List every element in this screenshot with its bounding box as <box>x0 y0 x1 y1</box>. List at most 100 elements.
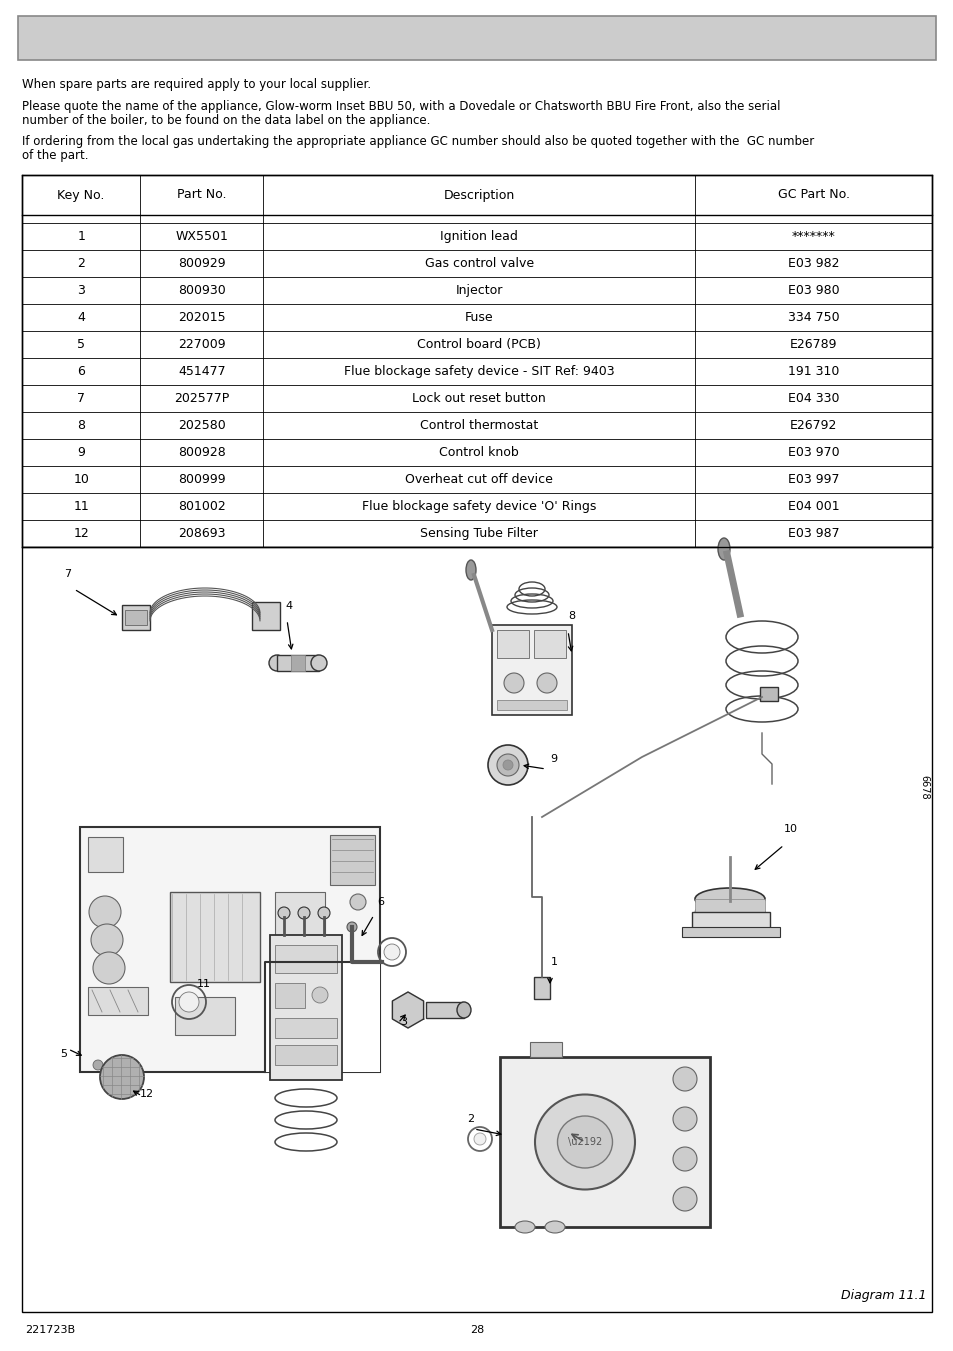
Circle shape <box>312 988 328 1002</box>
Text: 1: 1 <box>77 230 85 243</box>
Circle shape <box>503 673 523 693</box>
Text: 3: 3 <box>77 284 85 297</box>
Text: Part No.: Part No. <box>177 189 226 201</box>
Text: E26792: E26792 <box>789 419 837 432</box>
Text: 221723B: 221723B <box>25 1325 75 1335</box>
Bar <box>274 1019 336 1038</box>
Ellipse shape <box>269 655 285 671</box>
Ellipse shape <box>544 1221 564 1233</box>
Ellipse shape <box>474 1133 485 1146</box>
Ellipse shape <box>497 754 518 775</box>
Text: 11: 11 <box>196 979 211 989</box>
Polygon shape <box>392 992 423 1028</box>
Text: Control thermostat: Control thermostat <box>419 419 537 432</box>
Text: 10: 10 <box>73 473 89 486</box>
Bar <box>426 1002 463 1019</box>
Bar <box>534 977 550 998</box>
Bar <box>274 984 305 1008</box>
Bar <box>760 688 778 701</box>
Text: Fuse: Fuse <box>464 311 493 324</box>
Text: If ordering from the local gas undertaking the appropriate appliance GC number s: If ordering from the local gas undertaki… <box>22 135 814 149</box>
Ellipse shape <box>695 888 764 911</box>
Bar <box>534 630 565 658</box>
Text: When spare parts are required apply to your local supplier.: When spare parts are required apply to y… <box>22 78 371 91</box>
Text: 334 750: 334 750 <box>787 311 839 324</box>
Bar <box>122 605 150 630</box>
Text: 202580: 202580 <box>177 419 225 432</box>
Ellipse shape <box>718 538 729 561</box>
Ellipse shape <box>384 944 399 961</box>
Bar <box>22 176 931 547</box>
Text: 800929: 800929 <box>177 257 225 270</box>
Bar <box>691 912 769 932</box>
Text: *******: ******* <box>791 230 835 243</box>
Text: 208693: 208693 <box>178 527 225 540</box>
Text: GC Part No.: GC Part No. <box>777 189 849 201</box>
Bar <box>497 700 566 711</box>
Text: E03 980: E03 980 <box>787 284 839 297</box>
Bar <box>274 892 325 947</box>
Text: Flue blockage safety device 'O' Rings: Flue blockage safety device 'O' Rings <box>362 500 596 513</box>
Bar <box>88 838 123 871</box>
Bar <box>270 935 341 1079</box>
Text: 227009: 227009 <box>177 338 225 351</box>
Text: WX5501: WX5501 <box>175 230 228 243</box>
Bar <box>497 630 529 658</box>
Circle shape <box>92 1061 103 1070</box>
Text: 800999: 800999 <box>177 473 225 486</box>
Text: Ignition lead: Ignition lead <box>440 230 517 243</box>
Circle shape <box>672 1106 697 1131</box>
Circle shape <box>100 1055 144 1098</box>
Bar <box>252 603 280 630</box>
Text: Gas control valve: Gas control valve <box>424 257 534 270</box>
Bar <box>18 16 935 59</box>
Text: number of the boiler, to be found on the data label on the appliance.: number of the boiler, to be found on the… <box>22 113 430 127</box>
Bar <box>681 927 780 938</box>
Ellipse shape <box>465 561 476 580</box>
Bar <box>88 988 148 1015</box>
Text: E03 997: E03 997 <box>787 473 839 486</box>
Bar <box>530 1042 561 1056</box>
Text: E26789: E26789 <box>789 338 837 351</box>
Ellipse shape <box>311 655 327 671</box>
Bar <box>125 611 147 626</box>
Text: 10: 10 <box>783 824 797 834</box>
Text: Diagram 11.1: Diagram 11.1 <box>841 1289 926 1302</box>
Text: 6678: 6678 <box>918 774 928 800</box>
Text: 7: 7 <box>77 392 85 405</box>
Text: 9: 9 <box>550 754 557 765</box>
Text: E03 970: E03 970 <box>787 446 839 459</box>
Bar <box>276 655 318 671</box>
Ellipse shape <box>179 992 199 1012</box>
Bar <box>274 944 336 973</box>
Text: 2: 2 <box>77 257 85 270</box>
Text: 11: 11 <box>73 500 89 513</box>
Text: 6: 6 <box>376 897 384 907</box>
Text: Injector: Injector <box>456 284 502 297</box>
Text: 4: 4 <box>285 601 292 611</box>
Bar <box>695 898 764 913</box>
Bar <box>499 1056 709 1227</box>
Bar <box>492 626 572 715</box>
Ellipse shape <box>515 1221 535 1233</box>
Text: E03 982: E03 982 <box>787 257 839 270</box>
Circle shape <box>347 921 356 932</box>
Text: 9: 9 <box>77 446 85 459</box>
Text: 451477: 451477 <box>177 365 225 378</box>
Circle shape <box>672 1067 697 1092</box>
Text: 202577P: 202577P <box>173 392 229 405</box>
Circle shape <box>350 894 366 911</box>
Text: 5: 5 <box>77 338 85 351</box>
Text: Control knob: Control knob <box>439 446 518 459</box>
Ellipse shape <box>112 1056 131 1067</box>
Text: 202015: 202015 <box>177 311 225 324</box>
Text: \u2192: \u2192 <box>567 1138 601 1147</box>
Text: 3: 3 <box>399 1017 407 1027</box>
Text: 28: 28 <box>470 1325 483 1335</box>
Circle shape <box>537 673 557 693</box>
Text: E04 330: E04 330 <box>787 392 839 405</box>
Circle shape <box>672 1188 697 1210</box>
Bar <box>291 655 305 671</box>
Circle shape <box>297 907 310 919</box>
Text: Overheat cut off device: Overheat cut off device <box>405 473 553 486</box>
